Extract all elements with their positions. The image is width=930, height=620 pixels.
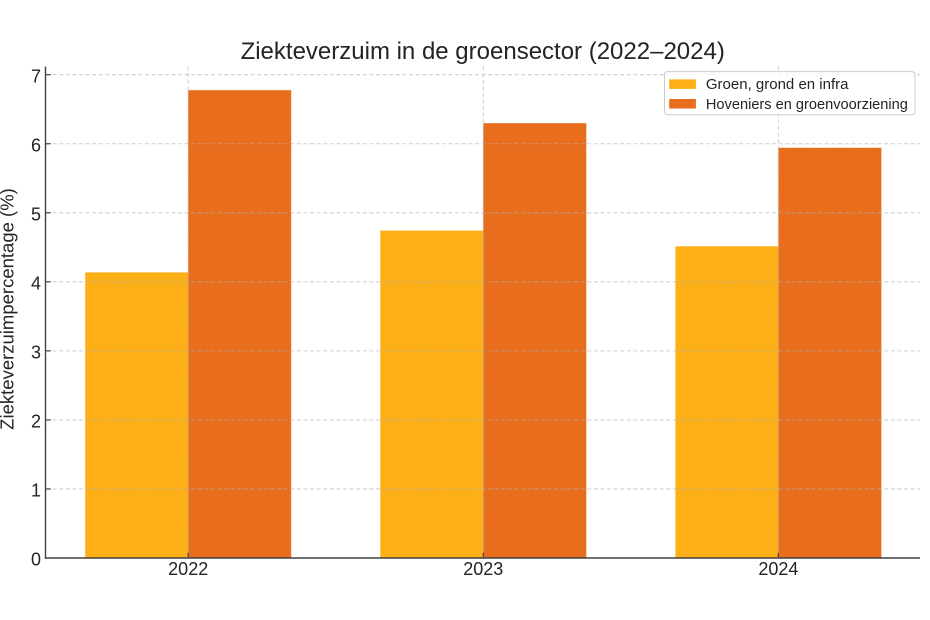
svg-text:Hoveniers en groenvoorziening: Hoveniers en groenvoorziening: [706, 97, 908, 113]
svg-text:1: 1: [31, 481, 41, 501]
svg-text:3: 3: [31, 343, 41, 363]
svg-text:2023: 2023: [463, 559, 503, 579]
svg-text:0: 0: [31, 550, 41, 570]
svg-text:2024: 2024: [758, 559, 798, 579]
svg-text:2: 2: [31, 412, 41, 432]
svg-text:6: 6: [31, 135, 41, 155]
svg-text:2022: 2022: [168, 559, 208, 579]
svg-text:Ziekteverzuim in de groensecto: Ziekteverzuim in de groensector (2022–20…: [241, 38, 725, 65]
svg-text:Ziekteverzuimpercentage (%): Ziekteverzuimpercentage (%): [0, 188, 18, 430]
svg-text:Groen, grond en infra: Groen, grond en infra: [706, 76, 849, 93]
svg-text:5: 5: [31, 204, 41, 224]
svg-text:4: 4: [31, 273, 41, 293]
svg-text:7: 7: [31, 66, 41, 86]
